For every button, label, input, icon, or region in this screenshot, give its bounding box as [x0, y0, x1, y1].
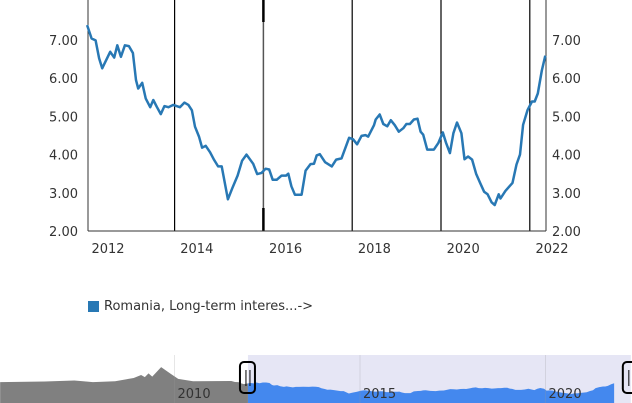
- y-tick-label-right: 3.00: [552, 187, 581, 202]
- navigator-tick-label: 2020: [549, 387, 582, 402]
- plot-area: 2.00 2.00 3.00 3.00 4.00 4.00 5.00 5.00 6.00 6.00…: [49, 0, 581, 257]
- y-tick-label-left: 2.00: [49, 225, 78, 240]
- navigator-left-handle[interactable]: [238, 361, 256, 394]
- x-tick-label: 2022: [535, 242, 568, 257]
- x-tick-label: 2016: [269, 242, 302, 257]
- navigator-tick-label: 2010: [178, 387, 211, 402]
- navigator-tick-label: 2015: [363, 387, 396, 402]
- navigator[interactable]: 2010 2015 2020: [0, 355, 632, 403]
- y-tick-label-right: 2.00: [552, 225, 581, 240]
- y-tick-label-left: 3.00: [49, 187, 78, 202]
- y-tick-label-right: 4.00: [552, 149, 581, 164]
- x-tick-label: 2018: [358, 242, 391, 257]
- navigator-right-handle[interactable]: [621, 361, 632, 394]
- navigator-area-selected: [247, 382, 615, 403]
- navigator-area-outside: [0, 367, 248, 403]
- x-tick-label: 2020: [447, 242, 480, 257]
- legend-item-romania[interactable]: Romania, Long-term interes...->: [88, 299, 313, 314]
- y-tick-label-right: 5.00: [552, 110, 581, 125]
- y-tick-label-left: 6.00: [49, 72, 78, 87]
- series-line-romania: [85, 24, 547, 207]
- handle-outline: [621, 361, 632, 394]
- y-tick-label-right: 6.00: [552, 72, 581, 87]
- y-tick-label-left: 4.00: [49, 149, 78, 164]
- handle-outline: [238, 361, 256, 394]
- x-tick-label: 2012: [91, 242, 124, 257]
- y-tick-label-left: 7.00: [49, 34, 78, 49]
- y-tick-label-right: 7.00: [552, 34, 581, 49]
- y-tick-label-left: 5.00: [49, 110, 78, 125]
- legend-swatch: [88, 301, 99, 312]
- legend-label: Romania, Long-term interes...->: [104, 299, 314, 314]
- x-tick-label: 2014: [180, 242, 213, 257]
